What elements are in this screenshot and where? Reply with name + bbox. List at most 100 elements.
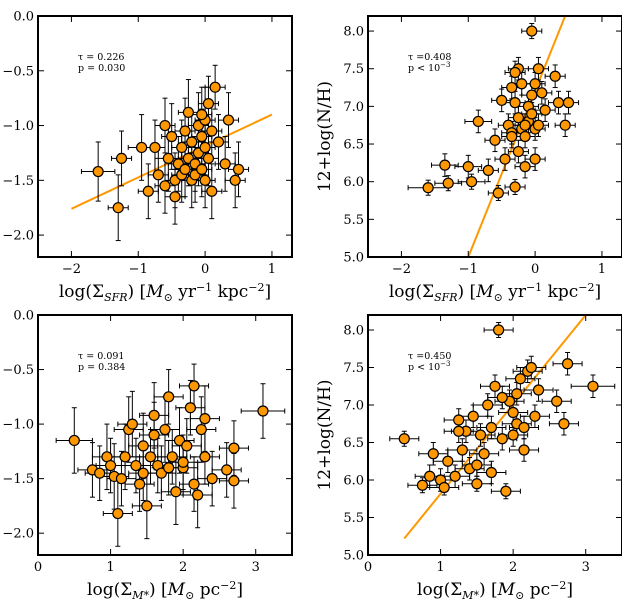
scatter-marker — [222, 114, 235, 126]
scatter-marker — [169, 191, 181, 203]
scatter-marker — [144, 451, 157, 463]
scatter-marker — [482, 164, 494, 176]
y-tick-label: 7.0 — [343, 399, 364, 414]
x-tick-label: 1 — [268, 262, 276, 277]
scatter-marker — [228, 442, 240, 454]
scatter-marker — [516, 78, 528, 90]
x-axis-label: log(ΣSFR) [M⊙ yr−1 kpc−2] — [59, 281, 271, 304]
scatter-marker — [562, 97, 575, 109]
scatter-marker — [453, 414, 465, 426]
scatter-marker — [482, 399, 494, 411]
y-tick-label: −1.5 — [2, 174, 34, 189]
y-axis-label: 12+log(N/H) — [315, 81, 335, 192]
x-tick-label: −1 — [129, 262, 148, 277]
scatter-marker — [467, 410, 479, 422]
scatter-marker — [130, 459, 142, 472]
scatter-marker — [519, 161, 531, 173]
y-tick-label: 6.5 — [343, 138, 364, 153]
scatter-marker — [184, 402, 196, 414]
scatter-marker — [232, 163, 245, 175]
y-tick-label: −0.5 — [2, 64, 34, 79]
scatter-marker — [514, 373, 527, 385]
scatter-marker — [170, 486, 182, 498]
scatter-marker — [206, 185, 218, 197]
y-tick-label: −0.5 — [2, 363, 34, 378]
y-tick-label: −1.0 — [2, 119, 34, 134]
scatter-marker — [532, 384, 545, 396]
scatter-marker — [119, 451, 131, 463]
scatter-marker — [202, 152, 215, 165]
scatter-marker — [456, 444, 468, 456]
scatter-marker — [92, 165, 104, 178]
scatter-marker — [199, 141, 211, 154]
scatter-marker — [206, 125, 218, 137]
scatter-marker — [206, 473, 218, 485]
annotation-p: p < 10−3 — [408, 360, 451, 373]
scatter-marker — [512, 112, 524, 124]
x-tick-label: 2 — [179, 560, 187, 575]
scatter-marker — [519, 119, 531, 131]
annotation-p: p = 0.384 — [78, 362, 125, 373]
scatter-marker — [507, 429, 519, 441]
scatter-marker — [148, 429, 160, 441]
scatter-marker — [196, 108, 208, 121]
x-tick-label: −2 — [62, 262, 81, 277]
scatter-marker — [507, 406, 519, 419]
scatter-marker — [159, 119, 171, 132]
scatter-marker — [529, 78, 541, 90]
y-tick-label: 7.5 — [343, 361, 364, 376]
scatter-marker — [126, 418, 138, 430]
scatter-marker — [94, 467, 106, 479]
scatter-marker — [442, 455, 454, 467]
x-tick-label: 3 — [252, 560, 260, 575]
scatter-marker — [229, 174, 241, 186]
scatter-marker — [149, 141, 161, 154]
scatter-marker — [163, 391, 175, 403]
y-tick-label: 0.0 — [13, 309, 34, 324]
scatter-marker — [188, 380, 200, 392]
scatter-marker — [526, 89, 538, 101]
y-axis-label: 12+log(N/H) — [315, 379, 335, 490]
scatter-marker — [485, 421, 497, 434]
x-axis-label: log(ΣM*) [M⊙ pc−2] — [87, 579, 243, 602]
scatter-marker — [496, 433, 508, 445]
scatter-marker — [166, 451, 178, 463]
axes-frame — [37, 15, 293, 258]
scatter-marker — [552, 97, 565, 109]
scatter-marker — [525, 361, 537, 374]
scatter-marker — [137, 467, 149, 479]
scatter-marker — [115, 152, 128, 165]
y-tick-label: −1.0 — [2, 418, 34, 433]
scatter-marker — [500, 485, 512, 497]
scatter-marker — [529, 153, 541, 165]
scatter-marker — [176, 141, 188, 154]
x-tick-label: 3 — [582, 560, 590, 575]
scatter-marker — [471, 478, 483, 490]
scatter-marker — [526, 108, 538, 120]
scatter-marker — [466, 176, 478, 188]
y-tick-label: 5.5 — [343, 511, 364, 526]
scatter-marker — [442, 177, 454, 189]
y-tick-label: 5.5 — [343, 213, 364, 228]
scatter-marker — [471, 459, 483, 471]
x-tick-label: −1 — [459, 262, 478, 277]
scatter-marker — [136, 141, 148, 154]
scatter-marker — [478, 448, 490, 460]
scatter-marker — [462, 161, 474, 173]
y-tick-label: 5.0 — [343, 251, 364, 266]
scatter-marker — [199, 413, 211, 425]
scatter-marker — [518, 421, 530, 434]
plot-area — [55, 363, 286, 547]
scatter-marker — [512, 145, 524, 158]
scatter-marker — [529, 410, 541, 422]
scatter-marker — [182, 106, 194, 119]
scatter-marker — [509, 97, 521, 109]
scatter-marker — [551, 395, 563, 407]
scatter-marker — [115, 473, 128, 485]
y-tick-label: 5.0 — [343, 549, 364, 564]
scatter-marker — [141, 500, 153, 512]
scatter-marker — [212, 136, 225, 148]
